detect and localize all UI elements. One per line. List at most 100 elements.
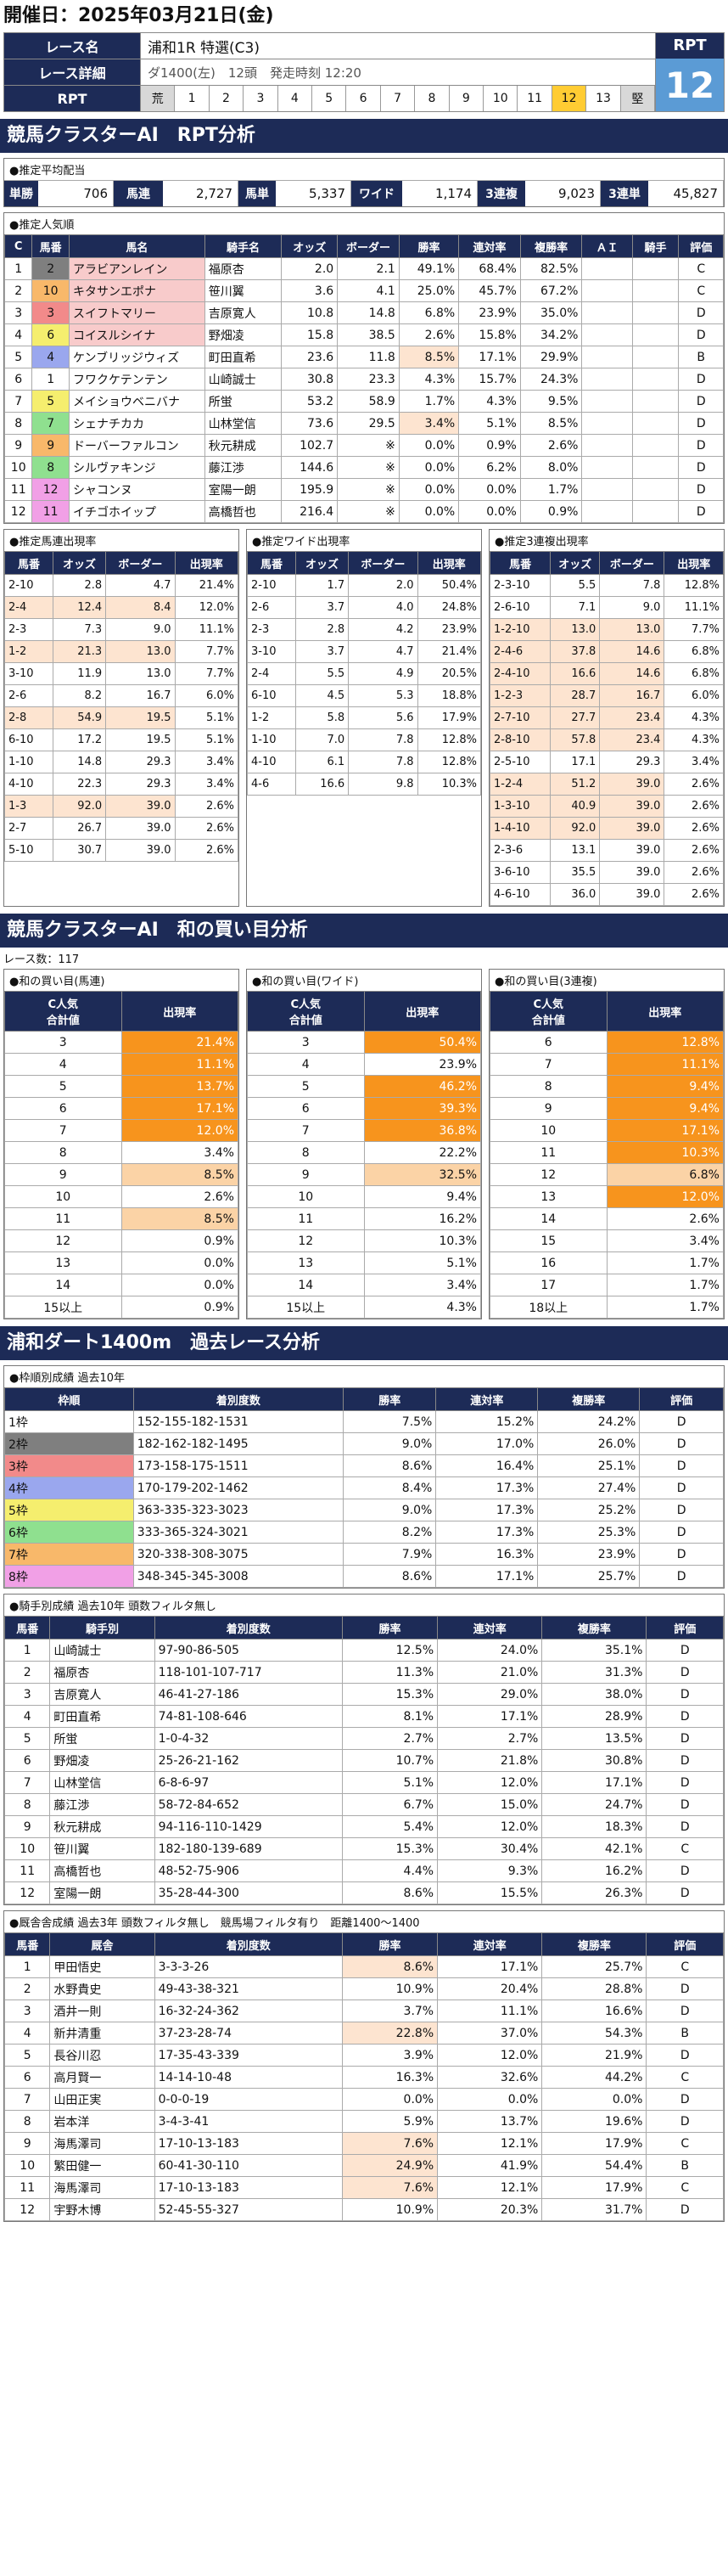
- cell: 50.4%: [363, 1031, 481, 1054]
- cell: [581, 390, 633, 413]
- table-row: 11 海馬澤司 17-10-13-183 7.6% 12.1% 17.9% C: [3, 2176, 724, 2199]
- cell: 37.0%: [437, 2022, 543, 2044]
- trainer-title: ●厩舎舎成績 過去3年 頭数フィルタ無し 競馬場フィルタ有り 距離1400〜14…: [9, 1917, 420, 1930]
- cell: 173-158-175-1511: [132, 1454, 344, 1477]
- table-row: 2-6-10 7.1 9.0 11.1%: [489, 596, 724, 619]
- column-header: 評価: [678, 234, 724, 258]
- cell: 町田直希: [204, 346, 283, 368]
- umaren-title: ●推定馬連出現率: [9, 536, 97, 548]
- column-header: 馬番: [31, 234, 70, 258]
- table-row: 2-7 26.7 39.0 2.6%: [4, 817, 239, 840]
- cell: 4.7: [105, 574, 176, 597]
- column-header: 勝率: [341, 1616, 439, 1640]
- cell: 24.7%: [541, 1793, 647, 1816]
- trainer-panel: ●厩舎舎成績 過去3年 頭数フィルタ無し 競馬場フィルタ有り 距離1400〜14…: [3, 1910, 725, 2222]
- cell: D: [646, 1881, 724, 1904]
- cell: [581, 279, 633, 302]
- cell: 4枠: [4, 1476, 134, 1499]
- cell: 酒井一則: [49, 1999, 155, 2022]
- trio-panel: ●推定3連複出現率 馬番 オッズ ボーダー 出現率 2-3-10 5.5 7.8 12.8% 2…: [489, 529, 725, 907]
- rpt-scale-cell: 荒: [141, 86, 176, 111]
- table-row: 4枠 170-179-202-1462 8.4% 17.3% 27.4% D: [4, 1476, 724, 1499]
- cell: 17.0%: [435, 1432, 539, 1455]
- cell: 1-2-4: [489, 773, 552, 796]
- column-header: C人気 合計値: [4, 991, 122, 1032]
- rpt-scale-cell: 10: [484, 86, 518, 111]
- cell: 17: [490, 1274, 608, 1296]
- cell: 0.0%: [458, 500, 521, 523]
- table-header-row: 馬番 騎手別 着別度数 勝率 連対率 複勝率 評価: [3, 1616, 724, 1640]
- cell: [631, 478, 680, 501]
- cell: 13.0: [550, 618, 601, 641]
- cell: 野畑凌: [204, 323, 283, 346]
- table-header-row: 馬番 オッズ ボーダー 出現率: [489, 551, 724, 575]
- cell: 5.9%: [341, 2110, 439, 2133]
- cell: 15.0%: [437, 1793, 543, 1816]
- table-row: 7 山田正実 0-0-0-19 0.0% 0.0% 0.0% D: [3, 2088, 724, 2111]
- cell: 13: [247, 1251, 365, 1274]
- cell: 39.3%: [363, 1097, 481, 1120]
- cell: 10.8: [281, 301, 339, 324]
- cell: 長谷川忍: [49, 2044, 155, 2067]
- rpt-scale-cell: 9: [450, 86, 484, 111]
- cell: 4: [3, 323, 33, 346]
- cell: 1-2: [4, 640, 53, 663]
- cell: 17.9%: [541, 2132, 647, 2155]
- rpt-tag: RPT: [656, 33, 724, 59]
- waku-title: ●枠順別成績 過去10年: [9, 1372, 126, 1385]
- table-row: 1-2 21.3 13.0 7.7%: [4, 640, 239, 663]
- cell: 10: [3, 1837, 51, 1860]
- cell: 32.5%: [363, 1163, 481, 1186]
- cell: 繁田健一: [49, 2154, 155, 2177]
- rpt-scale: 荒 1 2 3 4 5 6 7 8 9 10 11 12 13 堅: [141, 86, 656, 111]
- cell: 4: [31, 346, 70, 368]
- rpt-value: 12: [664, 64, 715, 106]
- cell: [581, 301, 633, 324]
- table-header-row: 馬番 オッズ ボーダー 出現率: [247, 551, 482, 575]
- cell: 23.4: [599, 706, 665, 729]
- table-row: 7 山林堂信 6-8-6-97 5.1% 12.0% 17.1% D: [3, 1771, 724, 1794]
- cell: 24.8%: [417, 596, 482, 619]
- table-row: 1枠 152-155-182-1531 7.5% 15.2% 24.2% D: [4, 1410, 724, 1433]
- column-header-line: 合計値: [531, 1015, 565, 1027]
- table-row: 4 6 コイスルシイナ 野畑凌 15.8 38.5 2.6% 15.8% 34.2% D: [3, 323, 724, 346]
- table-row: 9 秋元耕成 94-116-110-1429 5.4% 12.0% 18.3% D: [3, 1815, 724, 1838]
- cell: 15.3%: [341, 1837, 439, 1860]
- column-header: 出現率: [606, 991, 724, 1032]
- cell: 0.0%: [458, 478, 521, 501]
- cell: 7: [490, 1053, 608, 1076]
- cell: 5.4%: [341, 1815, 439, 1838]
- rpt-scale-cell: 1: [175, 86, 210, 111]
- cell: D: [646, 1661, 724, 1684]
- cell: 39.0: [599, 817, 665, 840]
- popularity-panel: ●推定人気順 C 馬番 馬名 騎手名 オッズ ボーダー 勝率 連対率 複勝率 ＡＩ 騎手 評価 1 2 アラ…: [3, 212, 725, 524]
- cell: 42.1%: [541, 1837, 647, 1860]
- wa-trio-title: ●和の買い目(3連複): [495, 976, 597, 988]
- column-header: 馬番: [3, 1616, 51, 1640]
- cell: 1.7%: [398, 390, 460, 413]
- cell: C: [646, 1837, 724, 1860]
- cell: 3枠: [4, 1454, 134, 1477]
- cell: 6-10: [4, 728, 53, 751]
- table-row: 10 17.1%: [490, 1119, 724, 1142]
- column-header: 評価: [646, 1932, 724, 1956]
- cell: 14.6: [599, 662, 665, 685]
- cell: D: [639, 1543, 724, 1566]
- table-row: 12 宇野木博 52-45-55-327 10.9% 20.3% 31.7% D: [3, 2198, 724, 2221]
- cell: 1-2-3: [489, 684, 552, 707]
- cell: 30.4%: [437, 1837, 543, 1860]
- cell: 24.0%: [437, 1639, 543, 1662]
- cell: 3: [3, 301, 33, 324]
- cell: 12.8%: [664, 574, 724, 597]
- cell: 118-101-107-717: [154, 1661, 343, 1684]
- cell: 21.8%: [437, 1749, 543, 1772]
- cell: 1枠: [4, 1410, 134, 1433]
- cell: 39.0: [599, 773, 665, 796]
- cell: D: [646, 1749, 724, 1772]
- cell: 13.0: [599, 618, 665, 641]
- column-header: オッズ: [52, 551, 107, 575]
- cell: 9.0: [599, 596, 665, 619]
- rpt-scale-cell: 6: [346, 86, 381, 111]
- cell: 9: [3, 2132, 51, 2155]
- cell: 21.3: [52, 640, 107, 663]
